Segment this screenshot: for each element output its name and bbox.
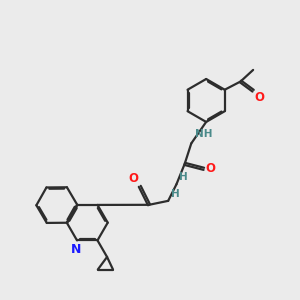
Text: H: H: [171, 189, 180, 199]
Text: H: H: [179, 172, 188, 182]
Text: N: N: [71, 243, 82, 256]
Text: NH: NH: [195, 129, 212, 140]
Text: O: O: [128, 172, 138, 185]
Text: O: O: [255, 92, 265, 104]
Text: O: O: [206, 162, 215, 175]
